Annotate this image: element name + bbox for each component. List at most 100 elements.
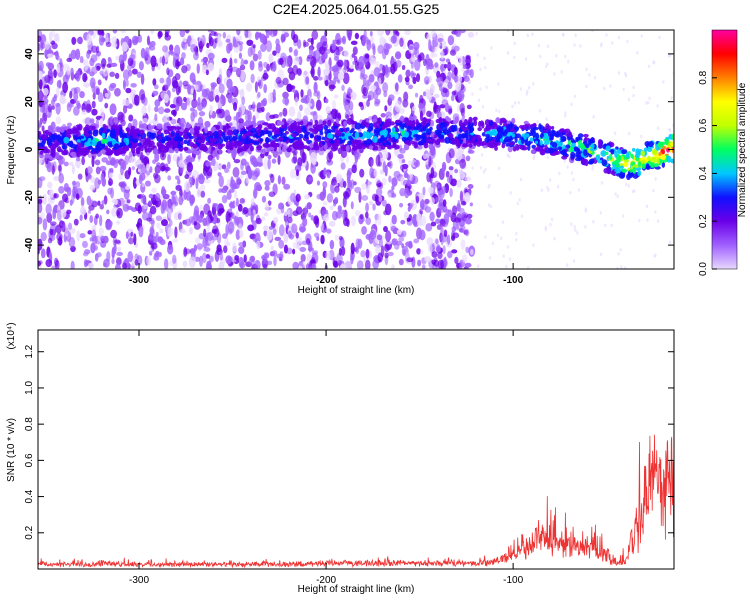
heatmap-cell	[51, 164, 55, 175]
heatmap-cell	[38, 199, 43, 204]
heatmap-cell	[156, 130, 162, 137]
heatmap-cell	[656, 104, 659, 108]
heatmap-cell	[418, 102, 424, 110]
heatmap-cell	[603, 167, 609, 174]
heatmap-cell	[112, 42, 118, 48]
heatmap-cell	[166, 67, 170, 76]
heatmap-cell	[238, 107, 242, 119]
heatmap-cell	[183, 96, 187, 102]
heatmap-cell	[206, 166, 213, 177]
heatmap-cell	[420, 121, 427, 127]
heatmap-cell	[288, 106, 296, 117]
heatmap-cell	[371, 141, 378, 147]
heatmap-cell	[513, 55, 516, 60]
heatmap-cell	[372, 203, 376, 211]
heatmap-cell	[217, 74, 223, 85]
heatmap-cell	[430, 221, 437, 227]
heatmap-cell	[88, 125, 94, 132]
heatmap-cell	[244, 140, 251, 145]
heatmap-cell	[203, 228, 207, 238]
heatmap-cell	[172, 254, 177, 265]
heatmap-cell	[273, 216, 279, 224]
heatmap-cell	[156, 123, 163, 130]
heatmap-cell	[398, 236, 405, 242]
heatmap-cell	[127, 250, 134, 263]
heatmap-cell	[624, 71, 627, 76]
heatmap-cell	[652, 188, 655, 193]
heatmap-cell	[76, 139, 81, 143]
heatmap-cell	[406, 257, 414, 263]
heatmap-cell	[437, 76, 444, 88]
heatmap-cell	[465, 55, 471, 66]
heatmap-cell	[495, 108, 498, 113]
heatmap-cell	[647, 140, 654, 148]
heatmap-cell	[384, 105, 388, 112]
heatmap-cell	[38, 90, 44, 102]
heatmap-cell	[416, 213, 422, 224]
heatmap-cell	[168, 149, 175, 154]
heatmap-cell	[553, 72, 556, 76]
heatmap-cell	[393, 90, 400, 95]
heatmap-cell	[90, 45, 98, 53]
heatmap-cell	[247, 168, 252, 180]
heatmap-cell	[268, 53, 274, 64]
heatmap-cell	[71, 151, 77, 158]
heatmap-cell	[343, 120, 348, 127]
heatmap-cell	[273, 256, 277, 267]
heatmap-cell	[238, 123, 244, 129]
heatmap-cell	[75, 156, 81, 162]
heatmap-cell	[524, 57, 528, 61]
heatmap-cell	[365, 131, 370, 139]
heatmap-cell	[154, 174, 161, 184]
heatmap-cell	[111, 207, 118, 217]
heatmap-cell	[201, 252, 207, 264]
y-tick-label: 0.6	[24, 453, 35, 467]
heatmap-cell	[442, 129, 449, 135]
heatmap-cell	[211, 146, 216, 151]
heatmap-cell	[119, 127, 123, 134]
heatmap-cell	[352, 60, 356, 65]
heatmap-cell	[484, 235, 487, 239]
heatmap-cell	[216, 217, 221, 224]
heatmap-cell	[334, 109, 339, 122]
heatmap-cell	[94, 159, 101, 166]
heatmap-cell	[369, 122, 374, 130]
heatmap-cell	[308, 176, 313, 182]
heatmap-cell	[610, 170, 616, 175]
heatmap-cell	[179, 228, 186, 234]
heatmap-cell	[189, 227, 193, 235]
heatmap-cell	[629, 169, 634, 173]
heatmap-cell	[364, 259, 371, 269]
heatmap-cell	[350, 40, 358, 45]
heatmap-cell	[47, 237, 53, 244]
heatmap-cell	[294, 96, 299, 106]
heatmap-cell	[48, 188, 54, 199]
heatmap-cell	[619, 165, 624, 169]
heatmap-cell	[549, 222, 552, 227]
heatmap-cell	[255, 217, 262, 225]
heatmap-cell	[190, 111, 195, 122]
heatmap-cell	[111, 128, 116, 136]
heatmap-cell	[122, 203, 130, 212]
heatmap-cell	[58, 172, 65, 184]
heatmap-cell	[158, 135, 162, 140]
heatmap-cell	[52, 205, 58, 214]
heatmap-cell	[216, 40, 223, 48]
heatmap-cell	[513, 126, 519, 130]
heatmap-cell	[95, 213, 100, 219]
heatmap-cell	[302, 217, 308, 227]
heatmap-cell	[282, 107, 288, 117]
heatmap-cell	[221, 57, 228, 63]
heatmap-cell	[247, 224, 255, 232]
heatmap-cell	[302, 39, 307, 48]
heatmap-cell	[100, 172, 105, 182]
heatmap-cell	[187, 84, 192, 95]
heatmap-cell	[283, 232, 289, 243]
heatmap-cell	[66, 102, 72, 113]
heatmap-cell	[217, 149, 223, 155]
heatmap-cell	[45, 258, 53, 268]
heatmap-cell	[579, 44, 582, 48]
heatmap-cell	[88, 204, 95, 211]
heatmap-cell	[223, 245, 228, 254]
heatmap-cell	[385, 30, 391, 36]
